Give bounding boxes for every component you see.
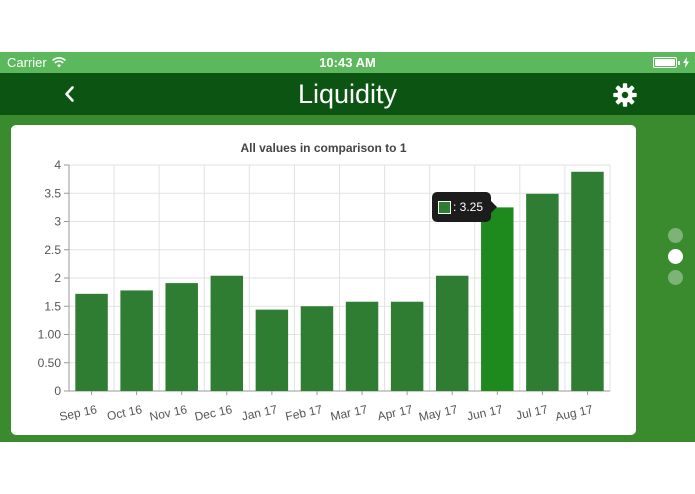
y-tick-label: 1.00 [38,328,62,342]
x-tick-label: Apr 17 [376,402,414,423]
page-dot[interactable] [668,270,683,285]
chart-bar[interactable] [210,275,244,391]
carrier-label: Carrier [7,55,47,70]
chevron-left-icon[interactable] [58,82,82,106]
x-tick-label: May 17 [417,402,459,424]
x-tick-label: Oct 16 [106,402,144,423]
chart-bar[interactable] [526,193,559,391]
battery-charging-icon [653,57,689,68]
chart-title: All values in comparison to 1 [240,141,407,155]
page-indicator[interactable] [668,228,686,291]
chart-bar[interactable] [435,275,469,391]
gear-icon[interactable] [612,82,638,108]
y-tick-label: 0 [54,384,61,398]
chart-bar[interactable] [481,207,514,391]
x-tick-label: Feb 17 [284,402,324,424]
x-tick-label: Mar 17 [329,402,369,424]
x-tick-label: Aug 17 [554,402,594,424]
tooltip-label: : 3.25 [453,200,484,214]
x-tick-label: Jul 17 [515,402,550,422]
y-tick-label: 0.50 [38,356,62,370]
y-tick-label: 1.5 [44,299,61,313]
y-tick-label: 2 [54,271,61,285]
content-area: All values in comparison to 1 0 0.50 1.00 1… [0,115,695,442]
chart-bar[interactable] [165,283,198,391]
chart-bar[interactable] [390,301,424,391]
bar-chart[interactable]: 0 0.50 1.00 1.5 2 2.5 3 3.5 4 Sep 16 Oct 16 Nov 16 D… [11,125,636,435]
y-tick-label: 3 [54,215,61,229]
chart-card: All values in comparison to 1 0 0.50 1.00 1… [11,125,636,435]
clock: 10:43 AM [319,55,376,70]
chart-bar[interactable] [75,293,108,391]
page-title: Liquidity [297,79,398,109]
carrier: Carrier [7,55,66,70]
page-dot[interactable] [668,228,683,243]
chart-bar[interactable] [345,301,379,391]
page-dot[interactable] [668,249,683,264]
chart-tooltip: : 3.25 [432,192,497,222]
x-tick-label: Nov 16 [148,402,188,424]
wifi-icon [51,57,66,68]
x-tick-label: Jan 17 [240,402,278,423]
y-tick-label: 3.5 [44,186,61,200]
chart-bar[interactable] [300,306,334,391]
chart-bar[interactable] [255,309,289,391]
y-tick-label: 4 [54,158,61,172]
chart-bar[interactable] [120,290,153,391]
nav-bar: Liquidity [0,73,695,115]
x-tick-label: Dec 16 [193,402,233,424]
chart-bar[interactable] [571,171,604,391]
x-tick-label: Jun 17 [466,402,504,423]
y-tick-label: 2.5 [44,243,61,257]
status-bar: Carrier 10:43 AM [0,52,695,73]
x-tick-label: Sep 16 [58,402,98,424]
tooltip-swatch [438,200,451,214]
